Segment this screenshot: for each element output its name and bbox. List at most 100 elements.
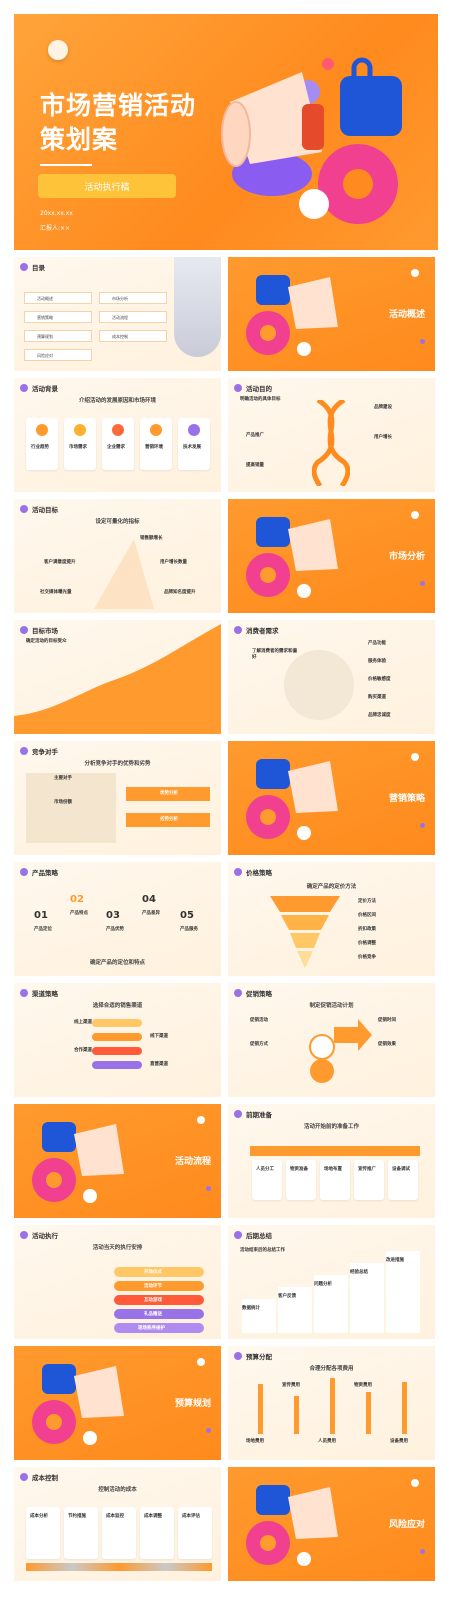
slide-title: 活动目的: [246, 385, 272, 393]
purpose-label: 用户增长: [374, 435, 392, 440]
product-number: 05: [180, 910, 194, 921]
product-label: 产品定位: [34, 927, 52, 932]
badge-icon: [234, 384, 242, 392]
promotion-label: 促销方式: [250, 1042, 268, 1047]
slide-title: 前期准备: [246, 1111, 272, 1119]
slide-subtitle: 介绍活动的发展原因和市场环境: [78, 398, 156, 404]
toc-item[interactable]: 成本控制: [112, 334, 128, 339]
competitor-slide: 竞争对手 分析竞争对手的优势和劣势 主要对手 市场份额 优势分析 劣势分析: [14, 741, 221, 855]
badge-icon: [20, 868, 28, 876]
section-budget-slide: 预算规划: [14, 1346, 221, 1460]
badge-icon: [234, 989, 242, 997]
megaphone-illustration: [221, 57, 402, 224]
badge-icon: [20, 747, 28, 755]
summary-label: 问题分析: [314, 1282, 332, 1287]
price-label: 价格竞争: [358, 955, 376, 960]
decor-dot: [411, 1479, 419, 1487]
summary-label: 客户反馈: [278, 1294, 296, 1299]
price-label: 定价方法: [358, 899, 376, 904]
toc-title: 目录: [32, 264, 45, 272]
cover-date: 20xx.xx.xx: [40, 210, 73, 217]
budget-label: 场地费用: [246, 1439, 264, 1444]
section-process-slide: 活动流程: [14, 1104, 221, 1218]
badge-icon: [20, 505, 28, 513]
megaphone-illustration: [246, 275, 338, 356]
product-label: 产品特点: [70, 911, 88, 916]
slide-subtitle: 活动结束后的总结工作: [240, 1248, 285, 1253]
cost-label: 成本调整: [144, 1514, 162, 1519]
cost-label: 成本评估: [182, 1514, 200, 1519]
slide-subtitle: 了解消费者的需求和偏好: [252, 649, 297, 660]
title-divider: [40, 164, 92, 166]
channel-slide: 渠道策略 选择合适的销售渠道 线上渠道 线下渠道 合作渠道 直营渠道: [14, 983, 221, 1097]
product-label: 产品服务: [180, 927, 198, 932]
slide-title: 产品策略: [32, 869, 58, 877]
purpose-slide: 活动目的 明确活动的具体目标 产品推广 提高销量 品牌建设 用户增长: [228, 378, 435, 492]
section-title: 活动概述: [388, 310, 425, 320]
slide-title: 活动目标: [32, 506, 58, 514]
megaphone-illustration: [246, 759, 338, 840]
budget-label: 宣传费用: [282, 1383, 300, 1388]
promotion-label: 促销效果: [378, 1042, 396, 1047]
prep-label: 设备调试: [392, 1167, 410, 1172]
decor-dot: [420, 1549, 425, 1554]
consumer-label: 服务体验: [368, 659, 386, 664]
slide-title: 活动背景: [32, 385, 58, 393]
goal-label: 社交媒体曝光量: [40, 590, 72, 595]
competitor-label: 主要对手: [54, 776, 72, 781]
architecture-photo: [174, 257, 221, 357]
goal-label: 客户满意度提升: [44, 560, 76, 565]
consumer-label: 价格敏感度: [368, 677, 391, 682]
decor-dot: [206, 1186, 211, 1191]
prep-label: 场地布置: [324, 1167, 342, 1172]
budget-label: 人员费用: [318, 1439, 336, 1444]
execution-label: 礼品赠送: [144, 1312, 162, 1317]
section-overview-slide: 活动概述: [228, 257, 435, 371]
section-title: 活动流程: [174, 1157, 211, 1167]
slide-title: 预算分配: [246, 1353, 272, 1361]
summary-label: 经验总结: [350, 1270, 368, 1275]
decor-dot: [411, 753, 419, 761]
execution-label: 活动环节: [144, 1284, 162, 1289]
slide-subtitle: 选择合适的销售渠道: [92, 1003, 143, 1009]
solar-panel-photo: [284, 650, 354, 720]
prep-label: 人员分工: [256, 1167, 274, 1172]
slide-subtitle: 活动当天的执行安排: [92, 1245, 143, 1251]
competitor-label: 市场份额: [54, 800, 72, 805]
competitor-label: 优势分析: [160, 791, 178, 796]
decor-dot: [420, 339, 425, 344]
toc-item[interactable]: 风险应对: [37, 353, 53, 358]
toc-item[interactable]: 活动流程: [112, 315, 128, 320]
toc-item[interactable]: 营销策略: [37, 315, 53, 320]
execution-label: 现场秩序维护: [138, 1326, 165, 1331]
toc-item[interactable]: 活动概述: [37, 296, 53, 301]
badge-icon: [234, 1231, 242, 1239]
cover-reporter: 汇报人:××: [40, 225, 71, 232]
product-label: 产品优势: [106, 927, 124, 932]
channel-label: 直营渠道: [150, 1062, 168, 1067]
cover-button[interactable]: 活动执行稿: [38, 174, 176, 198]
funnel-icon: [270, 896, 340, 968]
badge-icon: [234, 868, 242, 876]
price-slide: 价格策略 确定产品的定价方法 定价方法 价格区间 折扣政策 价格调整 价格竞争: [228, 862, 435, 976]
section-title: 风险应对: [388, 1520, 425, 1530]
megaphone-illustration: [246, 1485, 338, 1566]
consumer-label: 品牌忠诚度: [368, 713, 391, 718]
decor-dot: [411, 511, 419, 519]
price-label: 折扣政策: [358, 927, 376, 932]
card-title: 企业需求: [107, 445, 125, 450]
purpose-label: 产品推广: [246, 433, 264, 438]
promotion-label: 促销活动: [250, 1018, 268, 1023]
product-slide: 产品策略 01 02 03 04 05 产品定位 产品特点 产品优势 产品差异 …: [14, 862, 221, 976]
summary-label: 数据统计: [242, 1306, 260, 1311]
badge-icon: [20, 384, 28, 392]
section-title: 预算规划: [174, 1399, 211, 1409]
toc-item[interactable]: 市场分析: [112, 296, 128, 301]
consumer-label: 购买渠道: [368, 695, 386, 700]
target-slide: 目标市场 确定活动的目标受众: [14, 620, 221, 734]
prep-label: 宣传推广: [358, 1167, 376, 1172]
toc-item[interactable]: 预算规划: [37, 334, 53, 339]
consumer-label: 产品功能: [368, 641, 386, 646]
badge-icon: [20, 989, 28, 997]
purpose-label: 品牌建设: [374, 405, 392, 410]
